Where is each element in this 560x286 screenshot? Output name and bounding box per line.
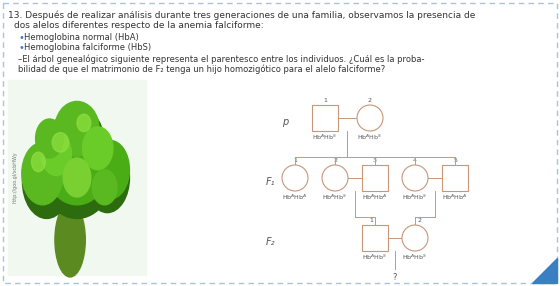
- Bar: [362, 165, 388, 191]
- Text: F₁: F₁: [265, 177, 275, 187]
- Ellipse shape: [22, 144, 71, 219]
- Text: dos alelos diferentes respecto de la anemia falciforme:: dos alelos diferentes respecto de la ane…: [14, 21, 264, 30]
- Ellipse shape: [31, 152, 45, 172]
- Text: Hb$^A$Hb$^S$: Hb$^A$Hb$^S$: [312, 133, 338, 142]
- Ellipse shape: [39, 117, 115, 219]
- Bar: [8, 80, 146, 275]
- Ellipse shape: [36, 119, 63, 158]
- Text: Hb$^A$Hb$^A$: Hb$^A$Hb$^A$: [282, 193, 307, 202]
- Text: Hb$^A$Hb$^S$: Hb$^A$Hb$^S$: [403, 193, 428, 202]
- Text: Hemoglobina falciforme (HbS): Hemoglobina falciforme (HbS): [24, 43, 151, 52]
- Text: Hb$^A$Hb$^S$: Hb$^A$Hb$^S$: [362, 253, 388, 262]
- Text: Hb$^A$Hb$^S$: Hb$^A$Hb$^S$: [323, 193, 348, 202]
- Bar: [442, 165, 468, 191]
- Ellipse shape: [322, 165, 348, 191]
- Text: p: p: [282, 117, 288, 127]
- Text: ?: ?: [393, 273, 397, 282]
- Ellipse shape: [55, 203, 85, 277]
- Text: 1: 1: [323, 98, 327, 103]
- Ellipse shape: [52, 133, 69, 152]
- Ellipse shape: [282, 165, 308, 191]
- Text: Hb$^A$Hb$^A$: Hb$^A$Hb$^A$: [362, 193, 388, 202]
- Text: •: •: [18, 33, 24, 43]
- Text: •: •: [18, 43, 24, 53]
- Ellipse shape: [63, 158, 91, 197]
- Ellipse shape: [51, 107, 103, 170]
- Text: Hb$^A$Hb$^A$: Hb$^A$Hb$^A$: [442, 193, 468, 202]
- Text: 2: 2: [368, 98, 372, 103]
- Ellipse shape: [44, 119, 110, 205]
- Ellipse shape: [402, 165, 428, 191]
- Ellipse shape: [82, 127, 113, 170]
- Ellipse shape: [92, 170, 117, 205]
- Ellipse shape: [91, 140, 129, 199]
- Text: 3: 3: [373, 158, 377, 163]
- Polygon shape: [532, 258, 557, 283]
- Text: Hb$^A$Hb$^S$: Hb$^A$Hb$^S$: [403, 253, 428, 262]
- Text: Hemoglobina normal (HbA): Hemoglobina normal (HbA): [24, 33, 139, 42]
- Bar: [362, 225, 388, 251]
- Text: 2: 2: [417, 218, 421, 223]
- Text: –El árbol genealógico siguiente representa el parentesco entre los individuos. ¿: –El árbol genealógico siguiente represen…: [18, 54, 424, 63]
- Text: Hb$^A$Hb$^S$: Hb$^A$Hb$^S$: [357, 133, 382, 142]
- Ellipse shape: [357, 105, 383, 131]
- Text: 1: 1: [293, 158, 297, 163]
- Text: F₂: F₂: [265, 237, 275, 247]
- Text: 5: 5: [453, 158, 457, 163]
- Text: 2: 2: [333, 158, 337, 163]
- Ellipse shape: [77, 114, 91, 132]
- Text: 4: 4: [413, 158, 417, 163]
- Text: http://goo.gl/xcbHWy: http://goo.gl/xcbHWy: [13, 152, 18, 203]
- Text: 13. Después de realizar análisis durante tres generaciones de una familia, obser: 13. Después de realizar análisis durante…: [8, 11, 475, 21]
- Text: 1: 1: [369, 218, 373, 223]
- Ellipse shape: [55, 102, 99, 156]
- Ellipse shape: [22, 142, 63, 205]
- Ellipse shape: [402, 225, 428, 251]
- Text: bilidad de que el matrimonio de F₂ tenga un hijo homozigótico para el alelo falc: bilidad de que el matrimonio de F₂ tenga…: [18, 64, 385, 74]
- Bar: [312, 105, 338, 131]
- Ellipse shape: [41, 133, 72, 176]
- Ellipse shape: [85, 142, 129, 212]
